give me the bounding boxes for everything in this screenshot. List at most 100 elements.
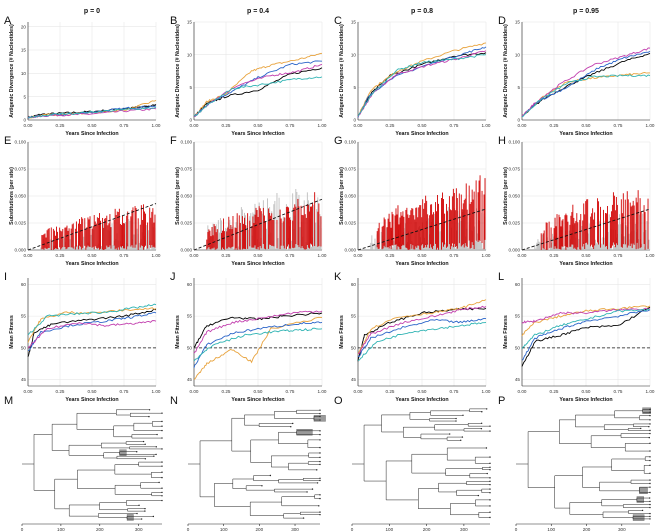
tree-tip (140, 518, 143, 520)
column-title: p = 0.4 (247, 8, 269, 15)
tree-tip (649, 442, 651, 445)
tree-tip (489, 499, 491, 501)
y-tick-label: 0.050 (15, 194, 27, 199)
tree-tip (161, 420, 163, 423)
panel-letter: E (4, 135, 11, 147)
series-line (521, 47, 651, 117)
y-tick-label: 0.075 (345, 167, 357, 172)
x-tick-label: 0.00 (190, 123, 199, 128)
series-line (521, 50, 651, 117)
tree-tip (319, 412, 321, 415)
y-tick-label: 0.075 (509, 167, 521, 172)
tree-tip (319, 433, 321, 436)
y-axis-label: Substitutions (per site) (175, 167, 181, 225)
x-tick-label: 1.00 (482, 253, 491, 258)
y-tick-label: 0.025 (509, 221, 521, 226)
tree-tip (319, 439, 321, 441)
x-tick-label: 1.00 (646, 253, 655, 258)
tree-tip (649, 486, 651, 488)
y-tick-label: 5 (23, 94, 26, 99)
tree-tip (319, 456, 321, 459)
tree-tip (161, 471, 163, 473)
y-axis-label: Mean Fitness (503, 315, 509, 349)
x-tick-label: 0.00 (354, 253, 363, 258)
tree-tip (318, 505, 320, 507)
tree-tip (319, 494, 321, 496)
panel-letter: D (498, 15, 506, 27)
series-line (521, 309, 651, 361)
x-axis-label: Years Since Infection (65, 397, 118, 403)
collapsed-clade (642, 407, 651, 414)
tree-tip (161, 448, 163, 450)
y-tick-label: 0 (189, 118, 192, 123)
x-tick-label: 0.25 (222, 389, 231, 394)
panel-b: 0.00 0.25 0.50 0.75 1.00 0 5 10 15 Years Since In… (170, 15, 327, 137)
x-tick-label: 0.00 (354, 389, 363, 394)
series-line (521, 305, 651, 337)
tree-tip (148, 415, 150, 418)
tree-tip (649, 419, 651, 421)
tree-tip (306, 491, 308, 493)
panel-p: P 0 100 200 300 (498, 395, 651, 532)
tree-tip (489, 425, 491, 427)
tree-tip (155, 446, 158, 448)
tree-tip (161, 412, 163, 414)
panel-letter: L (498, 271, 504, 283)
y-axis-label: Antigenic Divergence (# Nucleotides) (9, 24, 15, 118)
x-tick-label: 200 (96, 527, 104, 532)
series-line (27, 303, 157, 336)
series-line (357, 322, 487, 361)
panel-letter: F (170, 135, 177, 147)
panel-e: 0.00 0.25 0.50 0.75 1.00 0.000 0.025 0.050 0.075… (4, 135, 161, 267)
x-tick-label: 0.75 (450, 123, 459, 128)
tree-tip (649, 512, 651, 515)
y-tick-label: 60 (351, 282, 357, 287)
x-tick-label: 1.00 (152, 389, 161, 394)
y-tick-label: 55 (515, 314, 521, 319)
tree-tip (489, 430, 491, 432)
tree-tip (460, 439, 462, 441)
x-tick-label: 300 (618, 527, 626, 532)
series-line (357, 317, 487, 358)
x-tick-label: 0.75 (286, 253, 295, 258)
y-tick-label: 15 (187, 20, 193, 25)
panel-n: N 0 100 200 300 (170, 395, 326, 532)
tree-tip (649, 456, 651, 458)
tree-tip (649, 414, 651, 417)
tree-tip (649, 518, 651, 520)
y-axis-label: Mean Fitness (9, 315, 15, 349)
tree-tip (462, 414, 464, 416)
y-tick-label: 15 (21, 48, 27, 53)
panel-o: O 0 100 200 300 (334, 395, 491, 532)
tree-tip (161, 495, 163, 497)
y-tick-label: 0.000 (345, 248, 357, 253)
y-tick-label: 55 (187, 314, 193, 319)
x-tick-label: 0.50 (418, 389, 427, 394)
x-tick-label: 0.50 (418, 123, 427, 128)
y-tick-label: 0.025 (181, 221, 193, 226)
trend-line (521, 208, 651, 251)
collapsed-clade (632, 514, 645, 521)
column-title: p = 0 (84, 8, 100, 15)
tree-tip (161, 461, 163, 463)
tree-tip (649, 464, 651, 467)
x-tick-label: 0.50 (582, 123, 591, 128)
tree-tip (319, 463, 321, 466)
x-tick-label: 0.75 (614, 123, 623, 128)
y-tick-label: 0.050 (509, 194, 521, 199)
tree-tip (648, 425, 650, 428)
x-axis-label: Years Since Infection (559, 131, 612, 137)
tree-tip (481, 411, 483, 413)
series-line (521, 308, 651, 349)
x-tick-label: 0 (21, 527, 24, 532)
y-tick-label: 50 (515, 345, 521, 350)
series-line (357, 54, 487, 117)
tree-tip (161, 491, 163, 494)
tree-tip (489, 511, 491, 513)
x-tick-label: 0.50 (582, 389, 591, 394)
y-tick-label: 15 (515, 20, 521, 25)
x-tick-label: 100 (547, 527, 555, 532)
x-tick-label: 1.00 (318, 253, 327, 258)
y-tick-label: 0.050 (181, 194, 193, 199)
x-tick-label: 0.75 (286, 123, 295, 128)
